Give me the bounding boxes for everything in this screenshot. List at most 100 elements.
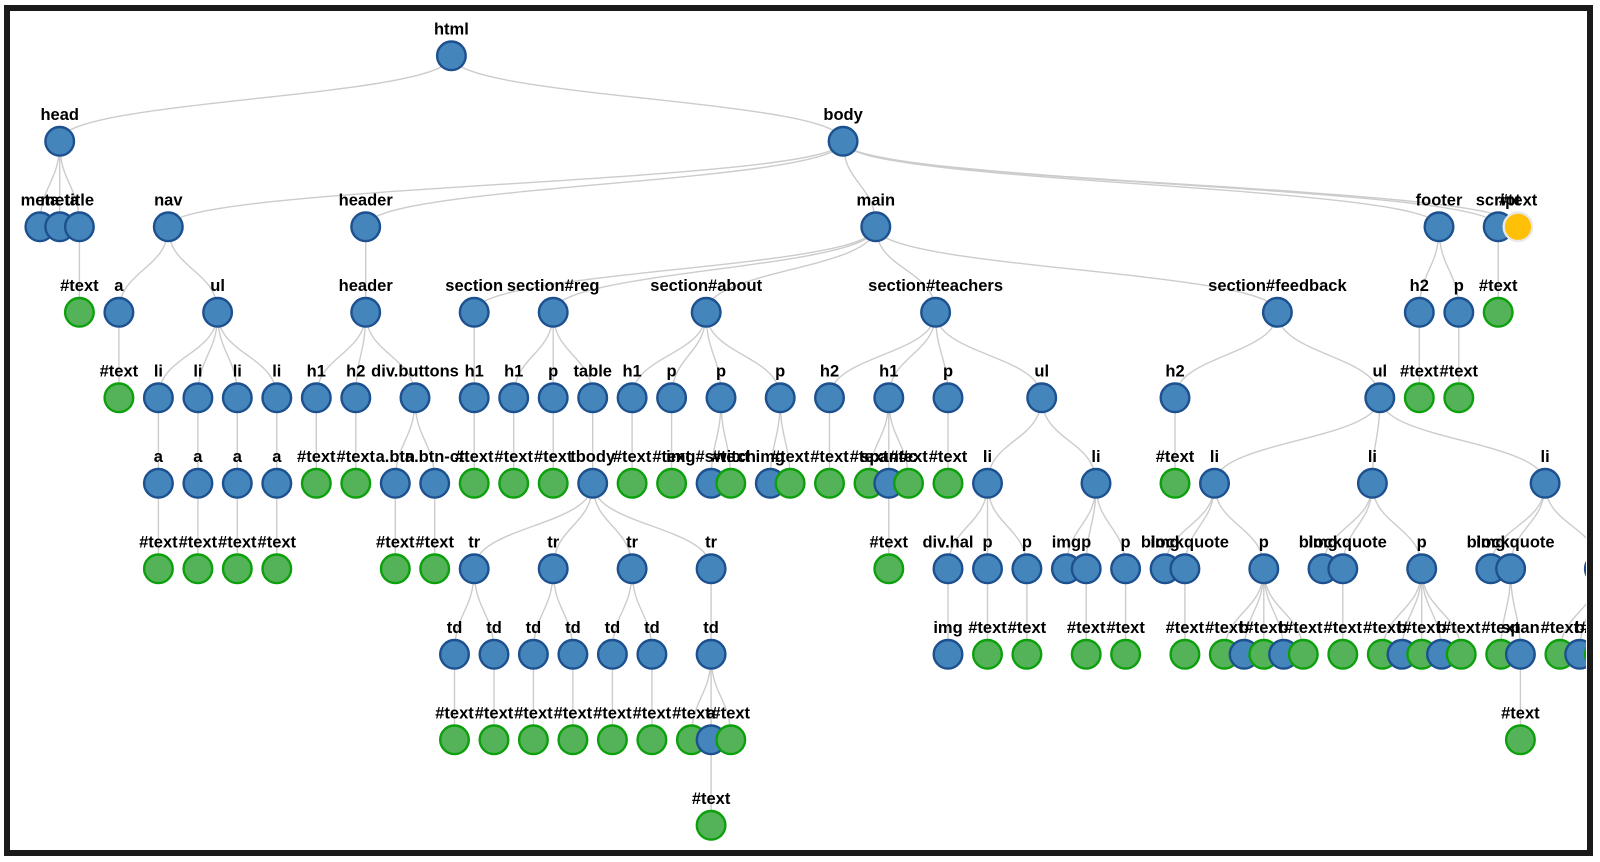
svg-text:td: td	[526, 619, 542, 637]
svg-text:#text: #text	[1156, 448, 1195, 466]
svg-text:#text: #text	[1402, 619, 1441, 637]
svg-text:#text: #text	[870, 533, 909, 551]
svg-text:#text: #text	[1008, 619, 1047, 637]
svg-text:script: script	[1476, 191, 1521, 209]
svg-text:#text: #text	[100, 362, 139, 380]
svg-text:#text: #text	[376, 533, 415, 551]
svg-text:tbody: tbody	[570, 448, 616, 466]
svg-text:#text: #text	[60, 277, 99, 295]
svg-text:#text: #text	[1481, 619, 1520, 637]
svg-text:a: a	[114, 277, 124, 295]
svg-text:h2: h2	[820, 362, 839, 380]
svg-text:a: a	[272, 448, 282, 466]
svg-text:h1: h1	[465, 362, 484, 380]
svg-text:h2: h2	[346, 362, 365, 380]
svg-text:#text: #text	[297, 448, 336, 466]
svg-text:#text: #text	[929, 448, 968, 466]
svg-text:blockquote: blockquote	[1141, 533, 1229, 551]
svg-text:p: p	[1022, 533, 1032, 551]
svg-text:p: p	[775, 362, 785, 380]
svg-text:#text: #text	[1245, 619, 1284, 637]
svg-text:p: p	[1121, 533, 1131, 551]
svg-text:#text: #text	[435, 704, 474, 722]
svg-text:img#switch: img#switch	[666, 448, 756, 466]
svg-text:img: img	[933, 619, 962, 637]
svg-text:img: img	[1308, 533, 1337, 551]
svg-text:section#feedback: section#feedback	[1208, 277, 1347, 295]
svg-text:#text: #text	[672, 704, 711, 722]
svg-text:html: html	[434, 20, 469, 38]
svg-text:div.buttons: div.buttons	[371, 362, 459, 380]
svg-text:#text: #text	[1442, 619, 1481, 637]
svg-text:h1: h1	[622, 362, 641, 380]
svg-text:#text: #text	[514, 704, 553, 722]
svg-text:p: p	[1259, 533, 1269, 551]
svg-text:#text: #text	[810, 448, 849, 466]
svg-text:#text: #text	[179, 533, 218, 551]
svg-text:img: img	[756, 448, 785, 466]
svg-text:#text: #text	[613, 448, 652, 466]
svg-text:a: a	[154, 448, 164, 466]
svg-text:b: b	[1436, 619, 1446, 637]
svg-text:a.btn-ct: a.btn-ct	[405, 448, 465, 466]
svg-text:#text: #text	[494, 448, 533, 466]
svg-text:#text: #text	[1499, 191, 1538, 209]
svg-text:#text: #text	[258, 533, 297, 551]
svg-text:li: li	[1091, 448, 1100, 466]
svg-text:td: td	[447, 619, 463, 637]
svg-text:#text: #text	[1106, 619, 1145, 637]
svg-text:#text: #text	[771, 448, 810, 466]
svg-text:img: img	[1150, 533, 1179, 551]
svg-text:p: p	[548, 362, 558, 380]
svg-text:table: table	[573, 362, 612, 380]
svg-text:ul: ul	[1034, 362, 1049, 380]
svg-text:p: p	[982, 533, 992, 551]
svg-text:td: td	[605, 619, 621, 637]
svg-text:div.hal: div.hal	[922, 533, 973, 551]
svg-text:h1: h1	[879, 362, 898, 380]
svg-text:li: li	[193, 362, 202, 380]
svg-text:#text: #text	[593, 704, 632, 722]
svg-text:blockquote: blockquote	[1299, 533, 1387, 551]
svg-text:span: span	[1501, 619, 1540, 637]
svg-text:#text: #text	[652, 448, 691, 466]
svg-text:body: body	[823, 106, 863, 124]
svg-text:b: b	[1239, 619, 1249, 637]
svg-text:#text: #text	[712, 448, 751, 466]
svg-text:span#c: span#c	[860, 448, 917, 466]
svg-text:li: li	[983, 448, 992, 466]
svg-text:td: td	[644, 619, 660, 637]
svg-text:title: title	[65, 191, 94, 209]
svg-text:#text: #text	[139, 533, 178, 551]
svg-text:head: head	[40, 106, 79, 124]
svg-text:#text: #text	[968, 619, 1007, 637]
svg-text:a: a	[707, 704, 717, 722]
svg-text:ul: ul	[1372, 362, 1387, 380]
svg-text:blockquote: blockquote	[1467, 533, 1555, 551]
svg-text:#text: #text	[1284, 619, 1323, 637]
svg-text:#text: #text	[1324, 619, 1363, 637]
svg-text:#text: #text	[534, 448, 573, 466]
svg-text:td: td	[703, 619, 719, 637]
svg-text:section: section	[445, 277, 503, 295]
svg-text:li: li	[154, 362, 163, 380]
svg-text:#text: #text	[1541, 619, 1580, 637]
svg-text:h1: h1	[504, 362, 523, 380]
svg-text:#text: #text	[633, 704, 672, 722]
svg-text:tr: tr	[468, 533, 480, 551]
svg-text:#text: #text	[1580, 619, 1586, 637]
svg-text:li: li	[1368, 448, 1377, 466]
svg-text:#text: #text	[554, 704, 593, 722]
svg-text:a: a	[193, 448, 203, 466]
svg-text:#text: #text	[1479, 277, 1518, 295]
svg-text:p: p	[667, 362, 677, 380]
svg-text:p: p	[1081, 533, 1091, 551]
svg-text:tr: tr	[547, 533, 559, 551]
svg-text:#text: #text	[692, 790, 731, 808]
svg-text:section#about: section#about	[650, 277, 762, 295]
svg-text:li: li	[272, 362, 281, 380]
svg-text:#text: #text	[337, 448, 376, 466]
svg-text:img: img	[1476, 533, 1505, 551]
svg-text:b: b	[1397, 619, 1407, 637]
svg-text:#text: #text	[415, 533, 454, 551]
